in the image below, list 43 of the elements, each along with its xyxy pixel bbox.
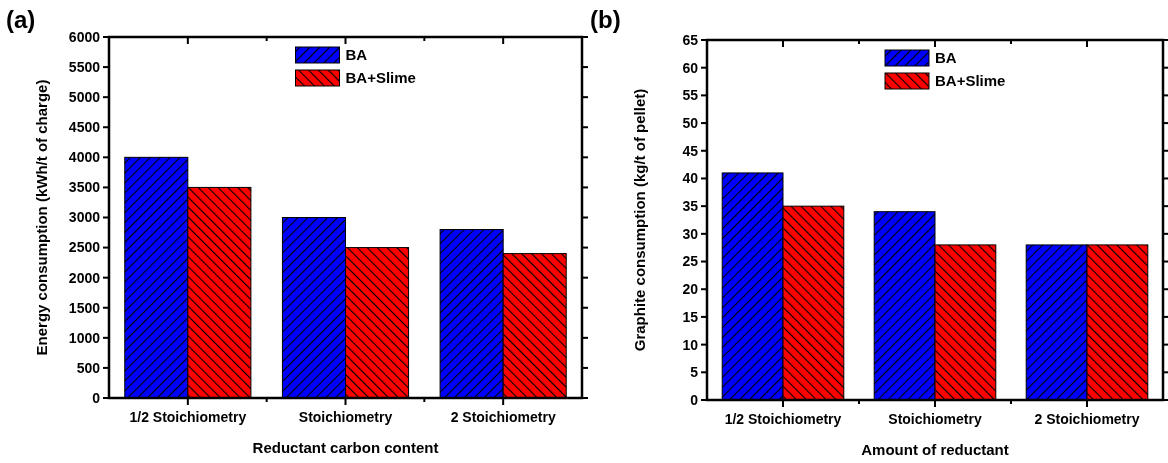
y-tick-label: 5000: [68, 89, 101, 106]
x-tick-label: Stoichiometry: [298, 409, 393, 425]
y-axis-title: Graphite consumption (kg/t of pellet): [631, 88, 648, 352]
y-tick-label: 30: [682, 225, 699, 242]
y-tick-label: 45: [682, 142, 699, 159]
y-axis-title: Energy consumption (kWh/t of charge): [33, 79, 50, 356]
x-tick-label: 2 Stoichiometry: [450, 409, 556, 425]
y-tick-label: 1000: [68, 329, 101, 346]
y-tick-label: 40: [682, 170, 699, 187]
y-tick-label: 20: [682, 281, 699, 298]
y-tick-label: 0: [92, 389, 101, 406]
x-tick-label: 1/2 Stoichiometry: [129, 409, 247, 425]
y-tick-label: 6000: [68, 28, 101, 45]
y-tick-label: 60: [682, 59, 699, 76]
y-tick-label: 5500: [68, 58, 101, 75]
y-tick-label: 1500: [68, 299, 101, 316]
x-tick-label: 1/2 Stoichiometry: [724, 411, 842, 427]
y-tick-label: 55: [682, 87, 699, 104]
legend-label: BA+Slime: [345, 69, 416, 87]
x-axis-title: Amount of reductant: [861, 441, 1009, 458]
y-tick-label: 10: [682, 336, 699, 353]
y-tick-label: 500: [76, 359, 101, 376]
y-tick-label: 50: [682, 114, 699, 131]
y-tick-label: 35: [682, 198, 699, 215]
y-tick-label: 2500: [68, 239, 101, 256]
y-tick-label: 4500: [68, 119, 101, 136]
y-tick-label: 15: [682, 308, 699, 325]
y-tick-label: 3000: [68, 209, 101, 226]
legend-label: BA+Slime: [935, 72, 1006, 90]
y-tick-label: 65: [682, 31, 699, 48]
x-tick-label: Stoichiometry: [888, 411, 982, 427]
legend-label: BA: [935, 49, 957, 67]
y-tick-label: 3500: [68, 179, 101, 196]
y-tick-label: 25: [682, 253, 699, 270]
chart-title: (a): [6, 6, 36, 33]
x-tick-label: 2 Stoichiometry: [1034, 411, 1140, 427]
x-axis-title: Reductant carbon content: [252, 439, 439, 456]
chart-title: (b): [590, 6, 621, 33]
y-tick-label: 5: [690, 364, 699, 381]
y-tick-label: 0: [690, 391, 699, 408]
legend-label: BA: [345, 46, 368, 64]
y-tick-label: 2000: [68, 269, 101, 286]
y-tick-label: 4000: [68, 149, 101, 166]
